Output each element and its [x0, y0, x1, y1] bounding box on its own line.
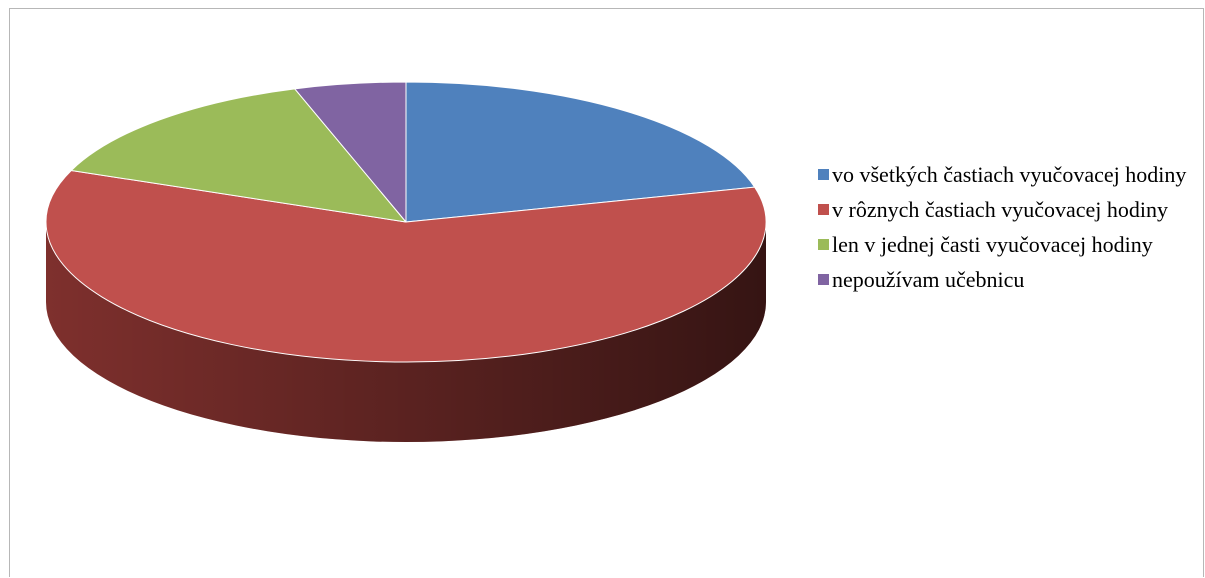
- legend-label-2: len v jednej časti vyučovacej hodiny: [832, 232, 1153, 257]
- legend: vo všetkých častiach vyučovacej hodiny v…: [818, 157, 1198, 297]
- legend-swatch-0: [818, 169, 829, 180]
- legend-swatch-3: [818, 274, 829, 285]
- legend-item-2: len v jednej časti vyučovacej hodiny: [818, 227, 1198, 262]
- pie-slice-0: [405, 81, 756, 223]
- legend-label-3: nepoužívam učebnicu: [832, 267, 1025, 292]
- legend-item-3: nepoužívam učebnicu: [818, 262, 1198, 297]
- legend-item-0: vo všetkých častiach vyučovacej hodiny: [818, 157, 1198, 192]
- legend-item-1: v rôznych častiach vyučovacej hodiny: [818, 192, 1198, 227]
- pie-slice-side-shade-1: [46, 222, 766, 442]
- pie-slice-3: [294, 81, 407, 223]
- pie-slice-1: [45, 169, 767, 363]
- legend-swatch-2: [818, 239, 829, 250]
- legend-label-1: v rôznych častiach vyučovacej hodiny: [832, 197, 1168, 222]
- chart-frame: [9, 8, 1204, 577]
- pie-tops: [45, 81, 767, 363]
- pie-sides: [46, 222, 766, 442]
- legend-swatch-1: [818, 204, 829, 215]
- legend-label-0: vo všetkých častiach vyučovacej hodiny: [832, 162, 1187, 187]
